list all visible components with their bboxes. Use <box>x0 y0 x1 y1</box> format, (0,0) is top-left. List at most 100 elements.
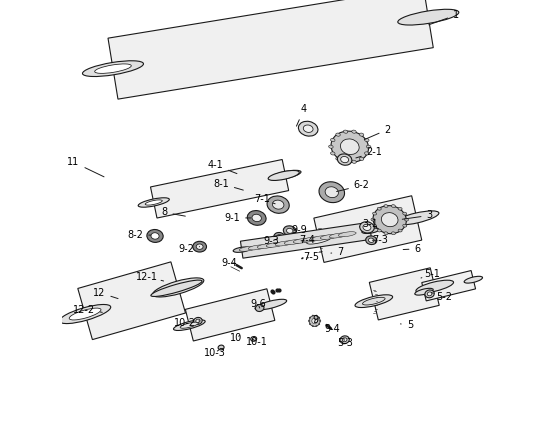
Polygon shape <box>314 196 422 263</box>
Text: 7: 7 <box>331 247 343 257</box>
Ellipse shape <box>384 205 388 208</box>
Text: 7-1: 7-1 <box>254 194 275 205</box>
Text: 5: 5 <box>400 320 413 330</box>
Ellipse shape <box>196 319 200 323</box>
Text: 10: 10 <box>230 333 243 343</box>
Text: 4-1: 4-1 <box>207 160 237 174</box>
Ellipse shape <box>275 241 293 246</box>
Ellipse shape <box>365 236 377 245</box>
Ellipse shape <box>343 160 348 163</box>
Ellipse shape <box>95 64 131 73</box>
Ellipse shape <box>268 170 299 181</box>
Text: 10-3: 10-3 <box>204 347 226 358</box>
Ellipse shape <box>147 230 163 242</box>
Ellipse shape <box>373 212 376 215</box>
Polygon shape <box>422 271 476 301</box>
Ellipse shape <box>193 241 206 252</box>
Text: 12: 12 <box>93 287 118 299</box>
Ellipse shape <box>233 247 250 252</box>
Ellipse shape <box>319 323 320 325</box>
Text: 9-9: 9-9 <box>291 224 307 235</box>
Ellipse shape <box>151 280 202 296</box>
Ellipse shape <box>403 224 407 227</box>
Ellipse shape <box>252 214 262 222</box>
Ellipse shape <box>381 213 398 227</box>
Ellipse shape <box>239 246 257 251</box>
Ellipse shape <box>373 205 406 234</box>
Text: 9-4: 9-4 <box>222 257 237 268</box>
Ellipse shape <box>299 121 318 136</box>
Ellipse shape <box>342 338 347 342</box>
Ellipse shape <box>60 305 111 323</box>
Ellipse shape <box>255 299 286 310</box>
Ellipse shape <box>151 233 159 239</box>
Ellipse shape <box>272 200 284 209</box>
Ellipse shape <box>270 170 301 180</box>
Ellipse shape <box>337 154 352 165</box>
Ellipse shape <box>405 218 408 221</box>
Ellipse shape <box>325 187 338 198</box>
Ellipse shape <box>180 322 199 328</box>
Ellipse shape <box>425 290 434 298</box>
Ellipse shape <box>369 238 374 242</box>
Ellipse shape <box>218 345 224 350</box>
Ellipse shape <box>363 224 371 230</box>
Ellipse shape <box>286 228 293 233</box>
Ellipse shape <box>377 207 381 210</box>
Text: 2-1: 2-1 <box>356 147 383 158</box>
Ellipse shape <box>352 130 356 133</box>
Ellipse shape <box>352 160 356 163</box>
Ellipse shape <box>320 320 321 321</box>
Text: 4: 4 <box>296 104 307 126</box>
Ellipse shape <box>367 145 371 148</box>
Ellipse shape <box>331 131 369 162</box>
Ellipse shape <box>364 139 369 142</box>
Ellipse shape <box>293 239 311 243</box>
Ellipse shape <box>283 226 296 236</box>
Ellipse shape <box>247 211 266 225</box>
Ellipse shape <box>309 320 310 321</box>
Text: 5-1: 5-1 <box>421 269 440 279</box>
Text: 3-1: 3-1 <box>360 219 378 229</box>
Ellipse shape <box>277 235 282 239</box>
Ellipse shape <box>319 182 344 202</box>
Ellipse shape <box>316 315 317 316</box>
Ellipse shape <box>359 157 364 160</box>
Ellipse shape <box>355 295 392 308</box>
Text: 9-4: 9-4 <box>324 324 339 335</box>
Ellipse shape <box>398 229 402 232</box>
Ellipse shape <box>316 326 317 327</box>
Ellipse shape <box>138 198 169 207</box>
Text: 9-2: 9-2 <box>178 244 200 254</box>
Text: 8-2: 8-2 <box>128 230 151 240</box>
Text: 9-1: 9-1 <box>224 213 251 223</box>
Ellipse shape <box>196 244 203 249</box>
Ellipse shape <box>309 315 320 326</box>
Polygon shape <box>369 268 439 320</box>
Ellipse shape <box>303 125 313 133</box>
Ellipse shape <box>384 232 388 235</box>
Ellipse shape <box>464 276 482 283</box>
Ellipse shape <box>319 317 320 318</box>
Ellipse shape <box>416 280 454 293</box>
Text: 12-1: 12-1 <box>136 272 163 282</box>
Text: 7-3: 7-3 <box>372 235 388 245</box>
Ellipse shape <box>274 233 285 241</box>
Ellipse shape <box>145 200 162 205</box>
Ellipse shape <box>371 218 375 221</box>
Ellipse shape <box>330 233 347 238</box>
Ellipse shape <box>415 288 433 295</box>
Ellipse shape <box>398 9 459 25</box>
Text: 10-2: 10-2 <box>174 317 200 328</box>
Text: 8: 8 <box>161 207 185 218</box>
Polygon shape <box>241 222 371 258</box>
Ellipse shape <box>427 292 432 296</box>
Polygon shape <box>108 0 433 99</box>
Text: 11: 11 <box>67 157 104 177</box>
Ellipse shape <box>398 207 402 210</box>
Ellipse shape <box>302 237 320 242</box>
Ellipse shape <box>391 205 395 208</box>
Text: 8-1: 8-1 <box>213 178 243 190</box>
Ellipse shape <box>194 317 202 324</box>
Ellipse shape <box>297 233 341 247</box>
